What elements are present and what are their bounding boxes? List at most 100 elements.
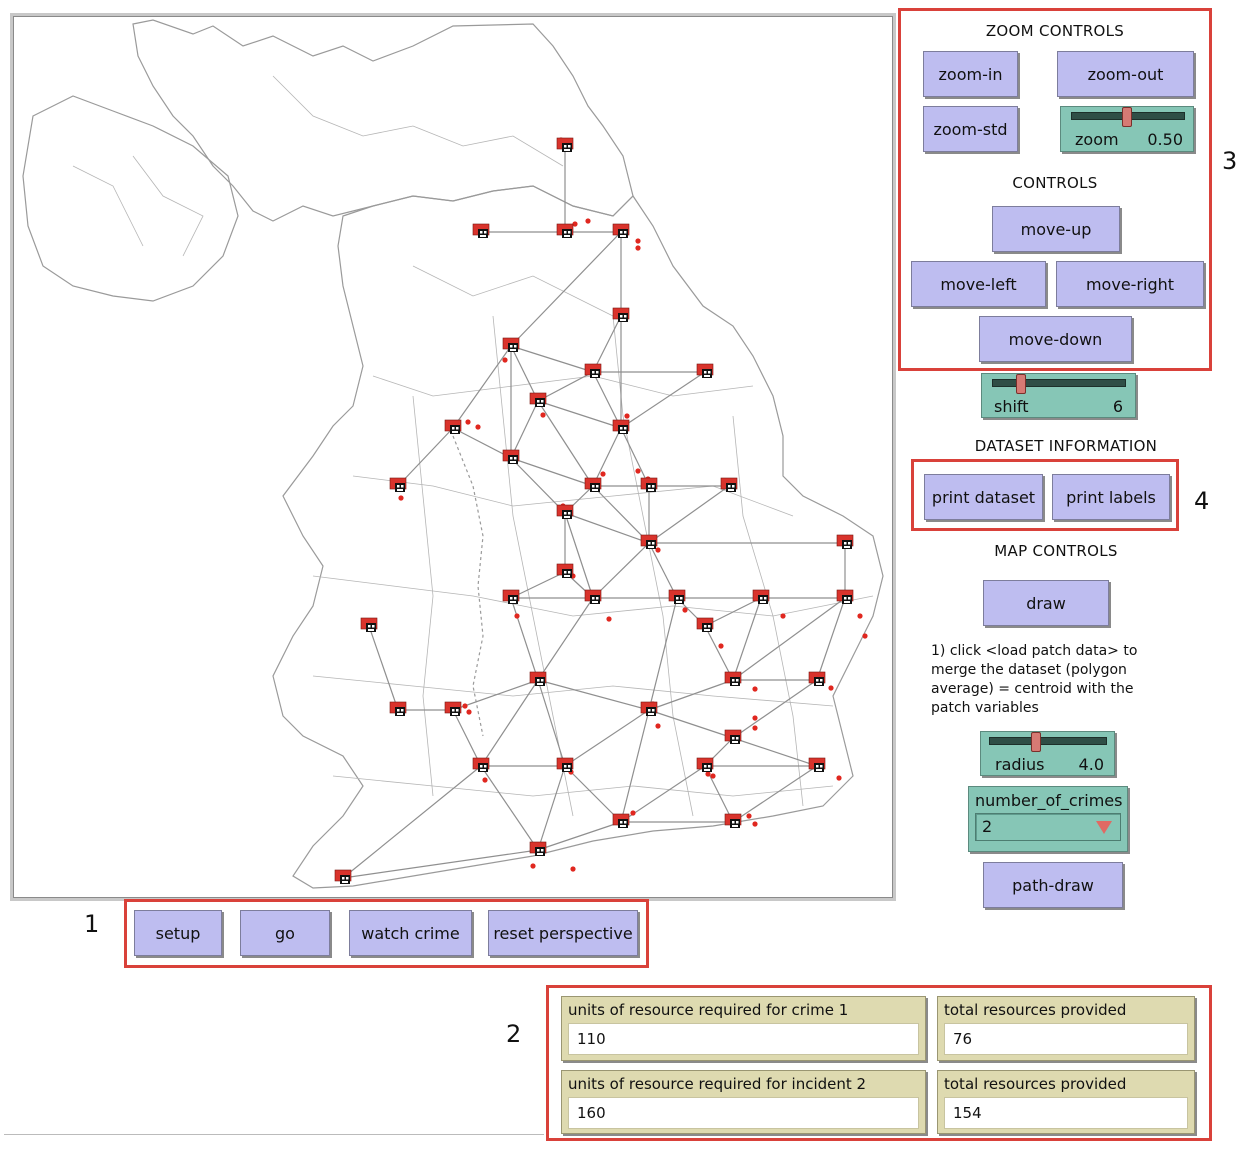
police-station-icon[interactable] xyxy=(529,671,547,686)
crime-dot xyxy=(682,607,688,613)
police-station-icon[interactable] xyxy=(752,589,770,604)
network-link xyxy=(537,400,594,487)
monitors-highlight xyxy=(546,985,1212,1141)
police-station-icon[interactable] xyxy=(556,563,574,578)
move-left-button[interactable]: move-left xyxy=(911,261,1046,307)
crime-dot xyxy=(655,547,661,553)
police-station-icon[interactable] xyxy=(836,534,854,549)
police-station-icon[interactable] xyxy=(389,701,407,716)
police-station-icon[interactable] xyxy=(472,757,490,772)
network-link xyxy=(732,597,762,681)
police-station-icon[interactable] xyxy=(836,589,854,604)
shift-slider-handle[interactable] xyxy=(1016,374,1027,394)
network-link xyxy=(816,597,846,681)
network-link xyxy=(648,679,734,711)
police-station-icon[interactable] xyxy=(640,477,658,492)
zoom-std-button[interactable]: zoom-std xyxy=(923,106,1018,152)
number-of-crimes-chooser[interactable]: number_of_crimes 2 xyxy=(968,786,1128,852)
police-station-icon[interactable] xyxy=(668,589,686,604)
police-station-icon[interactable] xyxy=(584,363,602,378)
network-link xyxy=(510,597,539,681)
draw-button[interactable]: draw xyxy=(983,580,1109,626)
move-right-button[interactable]: move-right xyxy=(1056,261,1204,307)
radius-slider-handle[interactable] xyxy=(1031,732,1042,752)
zoom-slider[interactable]: zoom 0.50 xyxy=(1060,106,1194,152)
police-station-icon[interactable] xyxy=(556,137,574,152)
police-station-icon[interactable] xyxy=(334,869,352,884)
divider xyxy=(4,1134,544,1135)
police-station-icon[interactable] xyxy=(502,589,520,604)
monitor-value: 160 xyxy=(577,1104,606,1122)
network-link xyxy=(537,597,594,681)
police-station-icon[interactable] xyxy=(640,701,658,716)
wales-border xyxy=(452,435,484,737)
network-link xyxy=(510,571,566,599)
police-station-icon[interactable] xyxy=(584,589,602,604)
police-station-icon[interactable] xyxy=(584,477,602,492)
police-station-icon[interactable] xyxy=(502,337,520,352)
police-station-icon[interactable] xyxy=(502,449,520,464)
police-station-icon[interactable] xyxy=(389,477,407,492)
police-station-icon[interactable] xyxy=(612,813,630,828)
crime-dot xyxy=(466,709,472,715)
police-station-icon[interactable] xyxy=(724,729,742,744)
move-up-button[interactable]: move-up xyxy=(992,206,1120,252)
zoom-out-button[interactable]: zoom-out xyxy=(1057,51,1194,97)
crime-dot xyxy=(465,419,471,425)
world-view[interactable] xyxy=(10,13,896,901)
police-station-icon[interactable] xyxy=(612,419,630,434)
shift-slider-track[interactable] xyxy=(992,379,1126,387)
crime-dot xyxy=(746,813,752,819)
police-station-icon[interactable] xyxy=(556,757,574,772)
shift-slider[interactable]: shift 6 xyxy=(981,373,1136,418)
zoom-slider-handle[interactable] xyxy=(1122,107,1132,127)
police-station-icon[interactable] xyxy=(808,671,826,686)
go-button[interactable]: go xyxy=(240,910,330,956)
callout-2: 2 xyxy=(506,1020,522,1048)
radius-slider-value: 4.0 xyxy=(1078,755,1104,774)
crime-dot xyxy=(836,775,842,781)
police-station-icon[interactable] xyxy=(640,534,658,549)
path-draw-button[interactable]: path-draw xyxy=(983,862,1123,908)
setup-button[interactable]: setup xyxy=(134,910,222,956)
police-station-icon[interactable] xyxy=(444,701,462,716)
police-station-icon[interactable] xyxy=(556,223,574,238)
police-station-icon[interactable] xyxy=(808,757,826,772)
crime-dot xyxy=(624,413,630,419)
network-link xyxy=(452,709,482,767)
network-link xyxy=(368,625,399,711)
network-link xyxy=(397,427,454,487)
radius-slider[interactable]: radius 4.0 xyxy=(980,731,1115,776)
reset-perspective-button[interactable]: reset perspective xyxy=(488,910,638,956)
police-station-icon[interactable] xyxy=(360,617,378,632)
police-station-icon[interactable] xyxy=(556,504,574,519)
network-link xyxy=(510,231,622,347)
police-station-icon[interactable] xyxy=(529,392,547,407)
police-station-icon[interactable] xyxy=(724,671,742,686)
police-station-icon[interactable] xyxy=(529,841,547,856)
police-station-icon[interactable] xyxy=(696,363,714,378)
police-station-icon[interactable] xyxy=(724,813,742,828)
dropdown-arrow-icon[interactable] xyxy=(1096,821,1112,834)
zoom-in-button[interactable]: zoom-in xyxy=(923,51,1018,97)
police-station-icon[interactable] xyxy=(696,617,714,632)
chooser-dropdown[interactable]: 2 xyxy=(975,813,1121,841)
police-station-icon[interactable] xyxy=(444,419,462,434)
map-canvas[interactable] xyxy=(13,16,893,898)
police-station-icon[interactable] xyxy=(612,307,630,322)
police-station-icon[interactable] xyxy=(720,477,738,492)
watch-crime-button[interactable]: watch crime xyxy=(349,910,472,956)
print-dataset-button[interactable]: print dataset xyxy=(924,474,1043,520)
move-down-button[interactable]: move-down xyxy=(979,316,1132,362)
crime-dot xyxy=(752,715,758,721)
crime-dot xyxy=(752,686,758,692)
crime-dot xyxy=(600,471,606,477)
network-link xyxy=(564,765,622,823)
network-link xyxy=(537,821,622,851)
police-station-icon[interactable] xyxy=(696,757,714,772)
print-labels-button[interactable]: print labels xyxy=(1052,474,1170,520)
radius-slider-track[interactable] xyxy=(989,737,1107,745)
map-controls-note: 1) click <load patch data> to merge the … xyxy=(931,642,1161,718)
police-station-icon[interactable] xyxy=(612,223,630,238)
police-station-icon[interactable] xyxy=(472,223,490,238)
